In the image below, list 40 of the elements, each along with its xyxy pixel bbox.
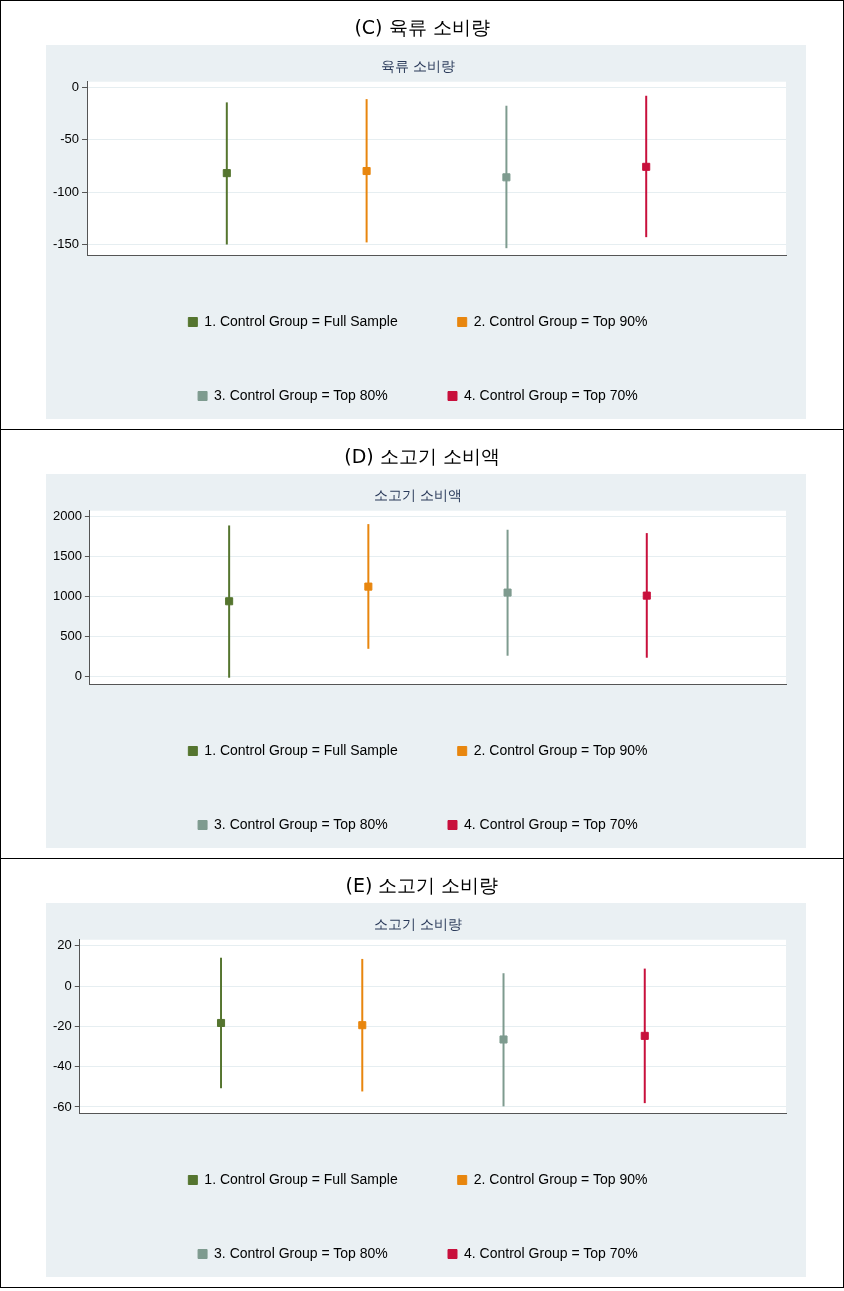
legend-label: 3. Control Group = Top 80%	[214, 1244, 388, 1261]
chart-title: (D) 소고기 소비액	[343, 444, 501, 469]
legend-label: 4. Control Group = Top 70%	[464, 815, 638, 832]
chart-subtitle: 소고기 소비량	[374, 916, 462, 933]
point	[640, 1031, 649, 1040]
point	[503, 588, 512, 597]
legend-label: 2. Control Group = Top 90%	[473, 312, 648, 329]
y-tick-label: 20	[57, 937, 72, 953]
y-tick-label: 2000	[53, 508, 82, 524]
y-tick-label: -100	[52, 183, 80, 199]
point	[358, 1021, 367, 1030]
legend-label: 1. Control Group = Full Sample	[204, 741, 398, 758]
point	[642, 591, 651, 600]
y-tick-label: -40	[52, 1058, 72, 1074]
point	[225, 597, 234, 606]
y-tick-label: 1500	[53, 548, 82, 564]
y-tick-label: -50	[60, 131, 80, 147]
y-tick-label: -60	[52, 1098, 72, 1114]
point	[364, 582, 373, 591]
chart-subtitle: 소고기 소비액	[374, 487, 462, 504]
point	[217, 1018, 226, 1028]
y-tick-label: 0	[64, 977, 72, 993]
y-tick-label: 0	[74, 667, 82, 683]
y-tick-label: 1000	[53, 587, 82, 603]
chart-title: (C) 육류 소비량	[353, 15, 491, 40]
legend-label: 3. Control Group = Top 80%	[214, 386, 388, 403]
y-tick-label: 0	[71, 78, 80, 94]
point	[499, 1035, 508, 1044]
chart-subtitle: 육류 소비량	[381, 58, 455, 75]
legend-label: 4. Control Group = Top 70%	[464, 386, 638, 403]
legend-label: 2. Control Group = Top 90%	[473, 1170, 648, 1187]
y-tick-label: 500	[60, 627, 82, 643]
legend-label: 3. Control Group = Top 80%	[214, 815, 388, 832]
legend-label: 1. Control Group = Full Sample	[204, 312, 398, 329]
y-tick-label: -150	[52, 236, 80, 252]
chart-title: (E) 소고기 소비량	[344, 873, 500, 898]
legend-label: 2. Control Group = Top 90%	[473, 741, 648, 758]
legend-label: 4. Control Group = Top 70%	[464, 1244, 638, 1261]
y-tick-label: -20	[52, 1017, 72, 1033]
legend-label: 1. Control Group = Full Sample	[204, 1170, 398, 1187]
